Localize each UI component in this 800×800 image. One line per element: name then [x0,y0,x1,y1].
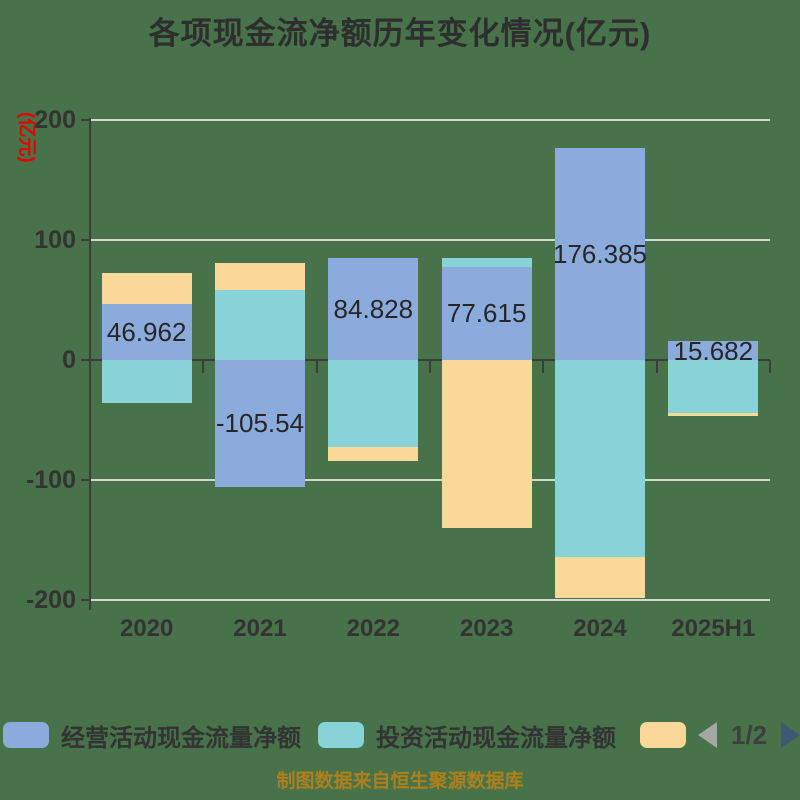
y-tick-label: 100 [34,226,76,254]
bar-segment[interactable] [328,447,419,462]
gridline [90,599,770,601]
legend-label-operating: 经营活动现金流量净额 [61,724,301,752]
y-tick-label: -100 [25,466,76,494]
y-axis-tick [81,239,90,241]
bar-segment[interactable] [101,303,192,360]
gridline [90,239,770,241]
x-tick-label: 2023 [459,615,514,642]
bar-segment[interactable] [555,148,645,360]
bar-segment[interactable] [668,341,759,360]
y-tick-label: -200 [25,586,76,614]
bar-segment[interactable] [101,273,192,304]
chart-title: 各项现金流净额历年变化情况(亿元) [148,16,652,51]
x-axis-tick [202,360,205,373]
bar-segment[interactable] [668,360,759,413]
legend-prev-arrow-icon[interactable] [698,722,717,748]
x-axis-tick [315,360,318,373]
x-tick-label: 2020 [119,615,174,642]
y-axis-tick [81,119,90,121]
legend-item-investing[interactable]: 投资活动现金流量净额 [318,721,616,752]
x-axis-tick [89,360,91,373]
y-axis-tick [81,599,90,601]
x-axis-tick [769,360,771,373]
bar-segment[interactable] [101,360,192,404]
bar-value-label: 84.828 [333,294,414,325]
bar-segment[interactable] [328,360,419,447]
x-tick-label: 2022 [346,615,401,642]
x-axis-tick [542,360,545,373]
y-axis-tick [81,359,90,361]
bar-value-label: 46.962 [106,316,187,347]
gridline [90,119,770,121]
x-tick-label: 2024 [573,615,627,642]
bar-segment[interactable] [215,263,305,291]
legend-label-investing: 投资活动现金流量净额 [376,724,616,752]
legend-item-operating[interactable]: 经营活动现金流量净额 [3,721,301,752]
x-axis-tick [655,360,658,373]
legend-swatch-third [640,722,686,748]
gridline [90,479,770,481]
y-axis-tick [81,479,90,481]
x-tick-label: 2021 [233,615,287,642]
legend: 经营活动现金流量净额 投资活动现金流量净额 1/2 [0,719,800,752]
bar-segment[interactable] [441,257,532,267]
legend-pager: 1/2 [698,719,800,750]
x-tick-label: 2025H1 [671,615,756,642]
bar-segment[interactable] [555,556,645,598]
legend-page-indicator: 1/2 [731,719,768,750]
legend-next-arrow-icon[interactable] [781,722,800,748]
bar-value-label: -105.54 [215,408,305,439]
bar-value-label: 77.615 [446,298,527,329]
bar-segment[interactable] [668,412,759,416]
legend-swatch-investing [318,722,364,748]
legend-swatch-operating [3,722,49,748]
legend-item-third[interactable] [640,721,698,749]
bar-segment[interactable] [441,266,532,360]
y-tick-label: 0 [62,346,76,374]
bar-value-label: 176.385 [553,239,647,270]
bar-segment[interactable] [215,290,305,360]
x-axis-tick [429,360,431,373]
bar-segment[interactable] [555,360,645,557]
y-tick-label: 200 [34,106,76,134]
bar-segment[interactable] [328,258,419,360]
bar-segment[interactable] [441,360,532,528]
data-source-note: 制图数据来自恒生聚源数据库 [276,771,524,792]
bar-segment[interactable] [215,360,305,487]
